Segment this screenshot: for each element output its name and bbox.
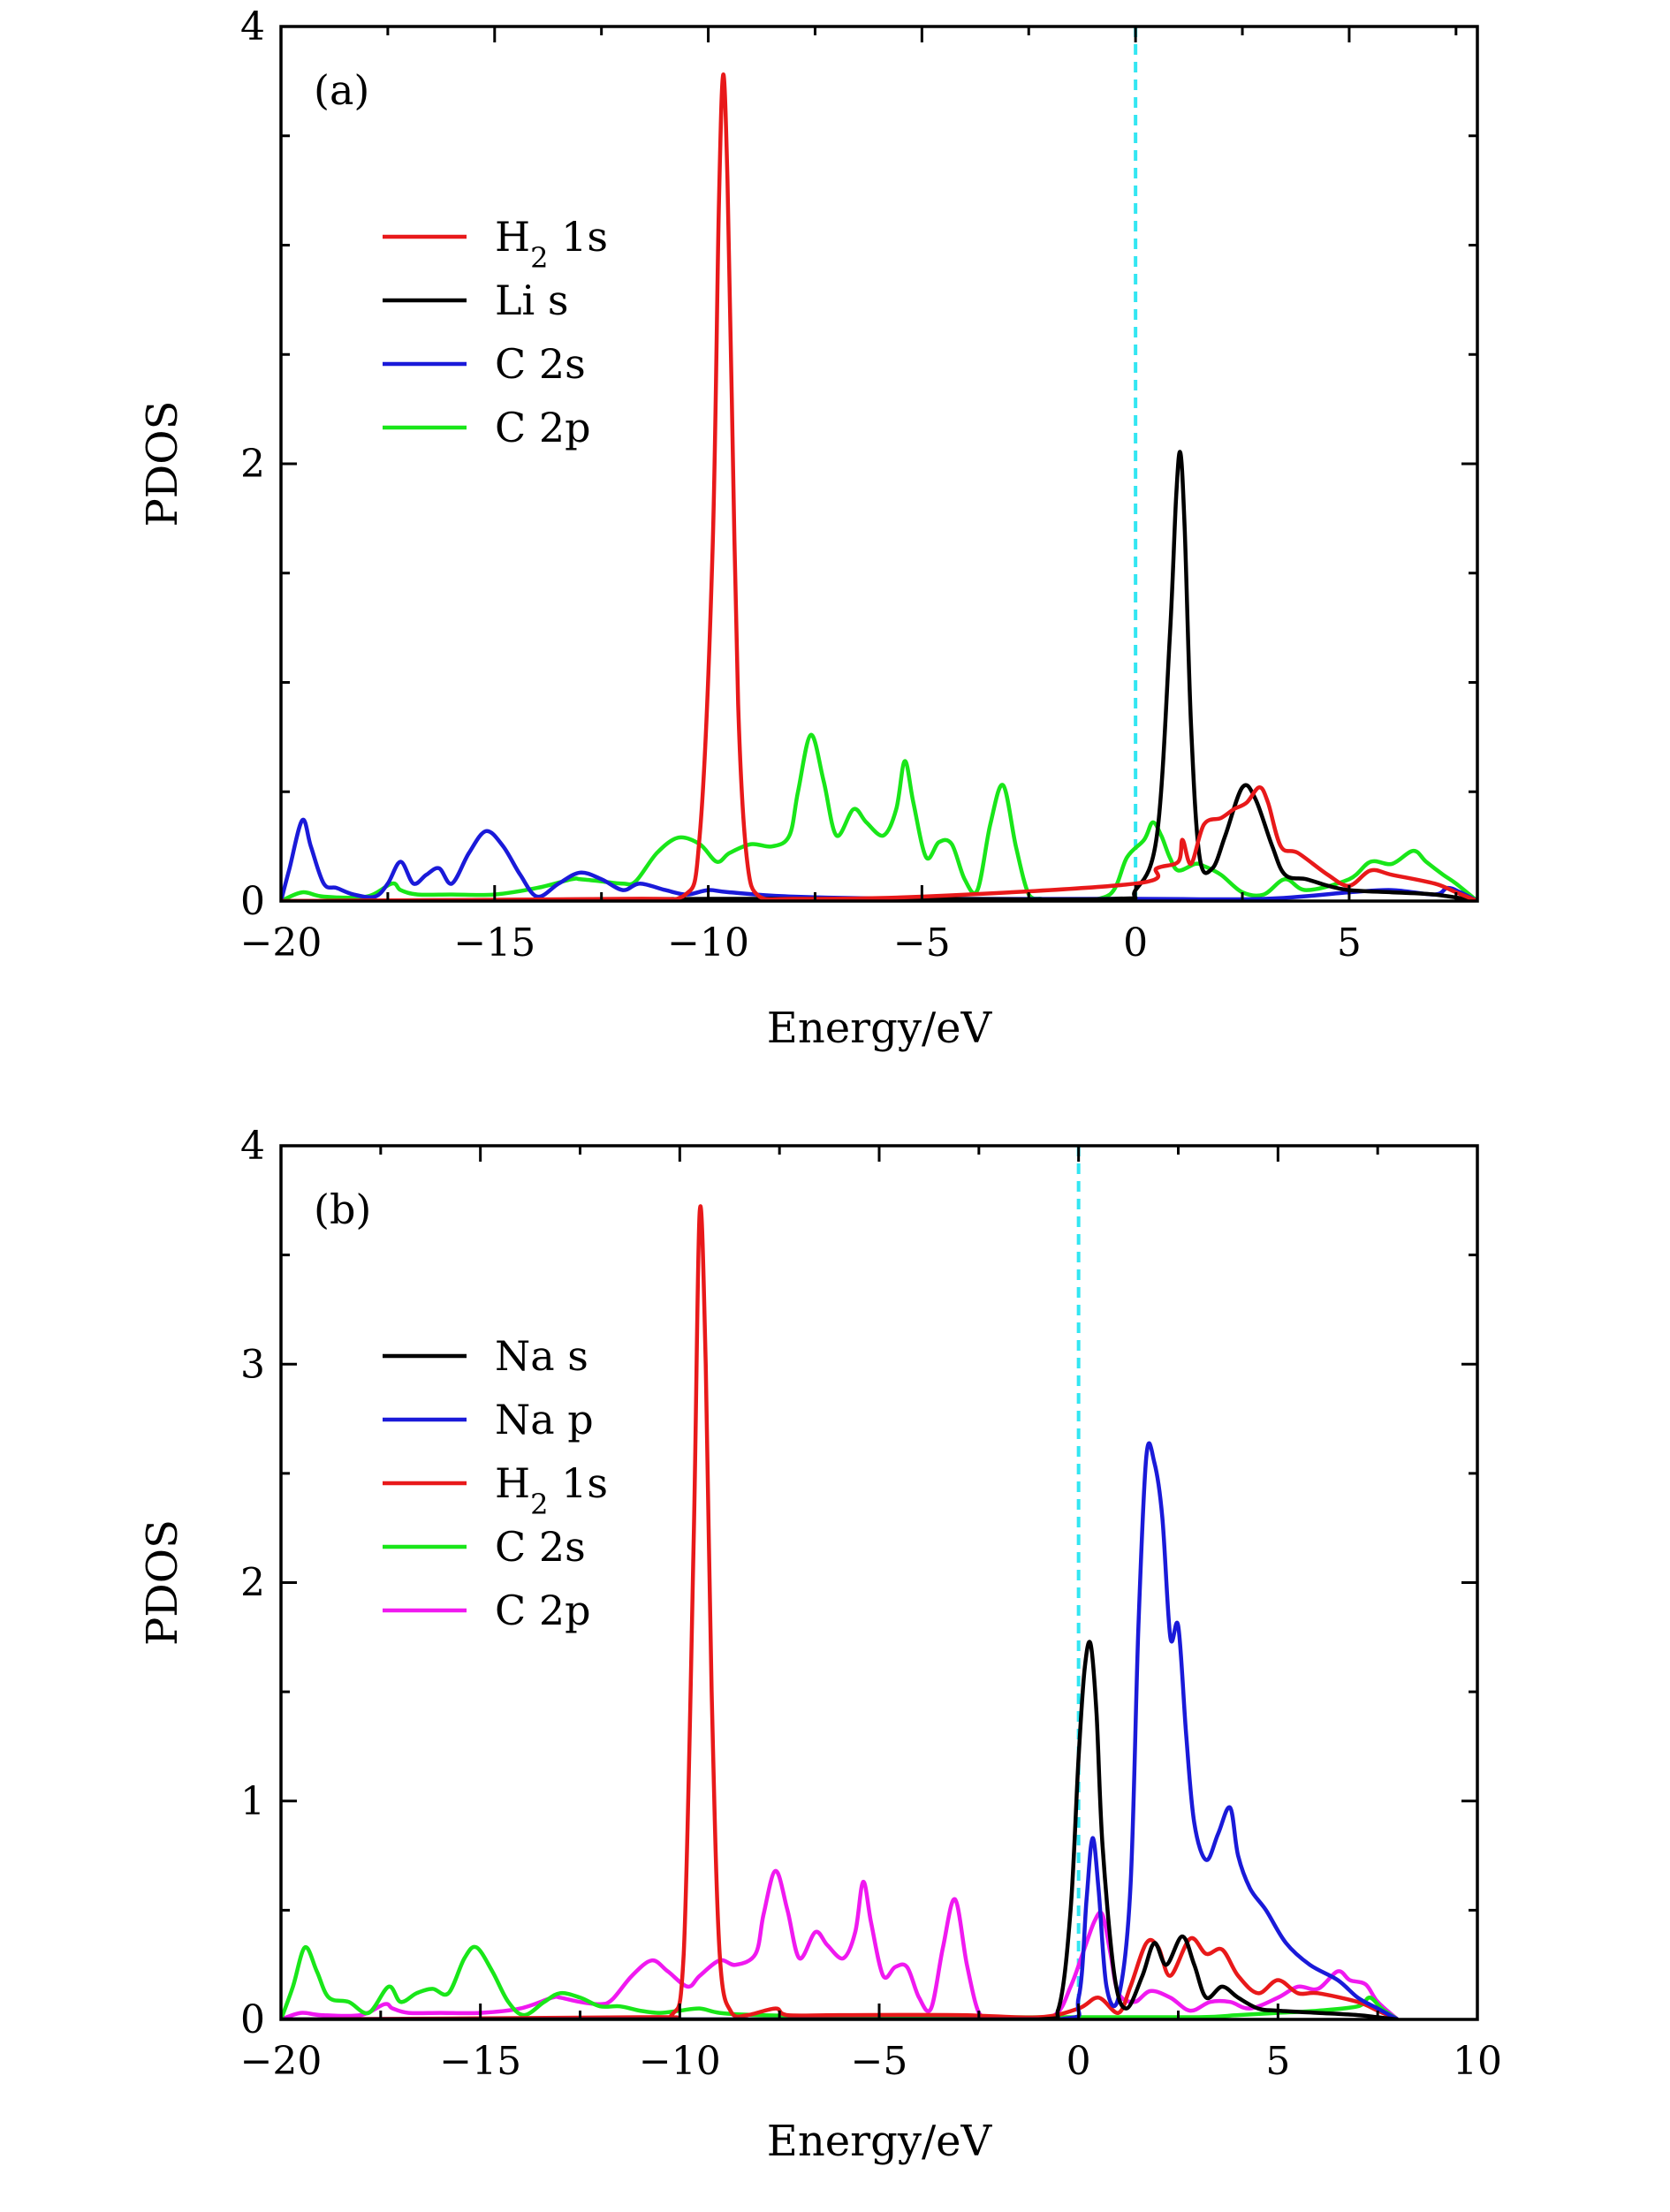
series-line-c-2s	[281, 1944, 1399, 2019]
pdos-panel-a: −20 −15 −10 −5 0 5 0 2 4 Energy/eV PDOS (a) H2 1sLi …	[138, 4, 1479, 1053]
x-axis-title: Energy/eV	[767, 2117, 993, 2166]
x-tick-label: −15	[453, 920, 535, 966]
legend-label: C 2s	[495, 1523, 586, 1571]
x-tick-label: −5	[893, 920, 951, 966]
legend-label: Na s	[495, 1332, 588, 1380]
plot-frame	[279, 25, 1479, 903]
series-line-h-1s	[281, 1204, 1399, 2019]
x-axis-title: Energy/eV	[767, 1004, 993, 1053]
legend-label: Na p	[495, 1396, 594, 1443]
legend-label: C 2s	[495, 340, 586, 388]
x-tick-label: −5	[851, 2039, 908, 2084]
y-tick-label: 0	[240, 1997, 265, 2042]
series-line-na-s	[281, 1640, 1398, 2019]
series-group	[281, 1146, 1400, 2019]
x-tick-label: 5	[1337, 920, 1362, 966]
y-tick-label: 4	[240, 1124, 265, 1169]
series-group	[281, 27, 1477, 901]
x-tick-label: 0	[1067, 2039, 1091, 2084]
y-tick-label: 1	[240, 1779, 265, 1824]
pdos-panel-b: −20 −15 −10 −5 0 5 10 0 1 2 3 4 Energy/eV PDOS (b) Na s…	[138, 1124, 1502, 2166]
y-axis-title: PDOS	[138, 1519, 187, 1646]
series-line-na-p	[281, 1441, 1399, 2019]
series-line-h-1s	[281, 72, 1477, 901]
plot-frame	[279, 1144, 1479, 2021]
y-tick-label: 3	[240, 1342, 265, 1387]
panel-label: (a)	[314, 66, 369, 114]
x-tick-label: 0	[1123, 920, 1148, 966]
series-line-c-2p	[281, 1868, 1400, 2019]
x-tick-label: −20	[240, 2039, 323, 2084]
x-tick-label: 10	[1453, 2039, 1502, 2084]
legend-label: H2 1s	[495, 1459, 608, 1521]
x-tick-label: −15	[439, 2039, 521, 2084]
x-tick-label: 5	[1265, 2039, 1290, 2084]
panel-label: (b)	[314, 1186, 371, 1233]
legend-label: Li s	[495, 276, 569, 324]
x-tick-label: −10	[639, 2039, 721, 2084]
y-tick-label: 2	[240, 1561, 265, 1606]
series-line-c-2p	[281, 732, 1477, 901]
series-line-c-2s	[281, 817, 1477, 901]
y-tick-label: 2	[240, 442, 265, 487]
y-tick-label: 0	[240, 879, 265, 924]
series-line-li-s	[281, 450, 1477, 901]
legend-label: C 2p	[495, 1587, 591, 1634]
y-tick-label: 4	[240, 4, 265, 49]
legend: Na s Na p H2 1sC 2s C 2p	[383, 1332, 608, 1634]
y-axis-title: PDOS	[138, 400, 187, 526]
legend-label: H2 1s	[495, 213, 608, 275]
x-tick-label: −20	[240, 920, 323, 966]
legend-label: C 2p	[495, 404, 591, 451]
x-tick-label: −10	[667, 920, 749, 966]
